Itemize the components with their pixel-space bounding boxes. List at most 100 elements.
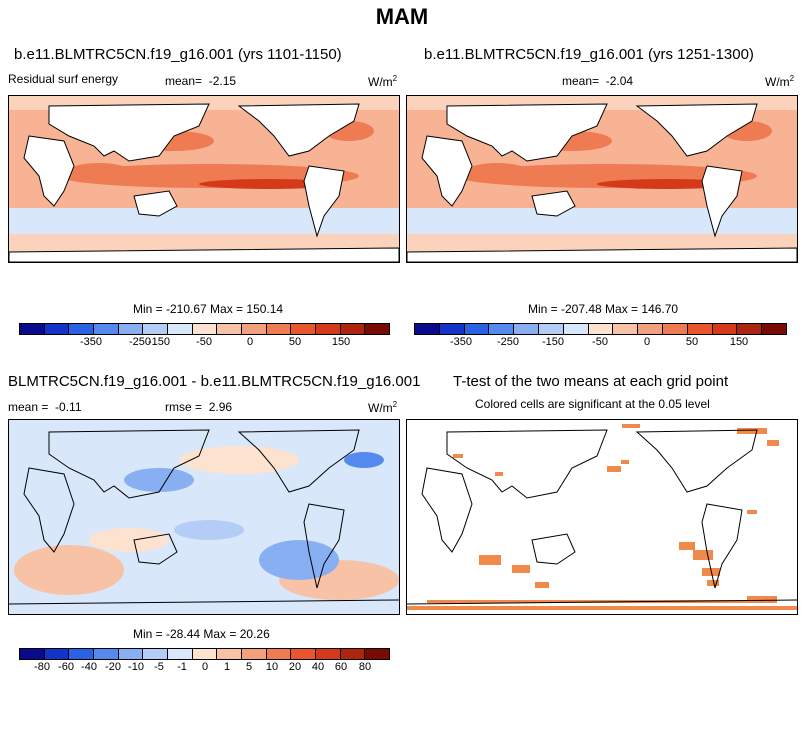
top-right-colorbar-labels: -350 -250 -150 -50 0 50 150 xyxy=(414,336,785,350)
significant-cell xyxy=(737,428,767,434)
colorbar-label: 0 xyxy=(201,661,209,673)
southern-ocean-band xyxy=(407,208,797,234)
significant-cell xyxy=(747,510,757,514)
continent-africa xyxy=(421,135,473,207)
colorbar-swatch xyxy=(340,324,366,334)
colorbar-swatch xyxy=(168,649,193,659)
colorbar-swatch xyxy=(266,649,292,659)
colorbar-swatch xyxy=(118,324,144,334)
colorbar-swatch xyxy=(217,324,243,334)
colorbar-swatch xyxy=(415,324,440,334)
colorbar-label: -50 xyxy=(196,336,212,348)
variable-label: Residual surf energy xyxy=(8,72,119,86)
colorbar-label: 10 xyxy=(265,661,279,673)
indian-ocean-max xyxy=(467,163,527,179)
colorbar-label: 5 xyxy=(245,661,253,673)
colorbar-swatch xyxy=(192,649,218,659)
colorbar-swatch xyxy=(69,649,95,659)
continent-north-america xyxy=(635,429,758,493)
continent-asia xyxy=(446,429,608,499)
colorbar-label: 150 xyxy=(331,336,351,348)
colorbar-label: -250 xyxy=(128,336,152,348)
colorbar-swatch xyxy=(143,649,169,659)
colorbar-label: -5 xyxy=(154,661,164,673)
significant-cell xyxy=(679,542,695,550)
top-left-minmax: Min = -210.67 Max = 150.14 xyxy=(133,302,284,316)
colorbar-label: -150 xyxy=(147,336,171,348)
colorbar-swatch xyxy=(439,324,465,334)
top-left-colorbar-labels: -350 -250 -150 -50 0 50 150 xyxy=(19,336,388,350)
colorbar-label: -40 xyxy=(81,661,97,673)
continent-antarctica xyxy=(9,599,399,605)
significant-cell xyxy=(747,596,777,600)
continent-south-america xyxy=(303,503,345,589)
continent-south-america xyxy=(701,165,743,238)
colorbar-swatch xyxy=(464,324,490,334)
top-left-units: W/m2 xyxy=(368,74,398,89)
colorbar-label: -10 xyxy=(128,661,144,673)
colorbar-label: -1 xyxy=(177,661,187,673)
diff-negative-region xyxy=(259,540,339,580)
colorbar-swatch xyxy=(94,324,119,334)
top-left-mean: mean= -2.15 xyxy=(165,74,237,88)
bottom-left-units: W/m2 xyxy=(368,400,398,415)
colorbar-label: -150 xyxy=(541,336,565,348)
top-left-colorbar xyxy=(19,323,390,335)
colorbar-swatch xyxy=(538,324,564,334)
top-left-panel-title: b.e11.BLMTRC5CN.f19_g16.001 (yrs 1101-11… xyxy=(14,46,342,63)
continent-north-america xyxy=(237,103,360,157)
significant-cell xyxy=(622,424,640,428)
colorbar-label: 150 xyxy=(729,336,749,348)
colorbar-swatch xyxy=(94,649,119,659)
colorbar-label: -350 xyxy=(449,336,473,348)
bottom-left-panel-title: BLMTRC5CN.f19_g16.001 - b.e11.BLMTRC5CN.… xyxy=(8,373,421,390)
indian-ocean-max xyxy=(69,163,129,179)
bottom-left-map xyxy=(8,419,400,615)
significant-cell xyxy=(767,440,779,446)
top-left-map xyxy=(8,95,400,263)
significant-cell xyxy=(495,472,503,476)
continent-australia xyxy=(133,533,178,565)
continent-australia xyxy=(133,190,178,217)
colorbar-swatch xyxy=(242,649,267,659)
significant-cell xyxy=(535,582,549,588)
bottom-right-panel-title: T-test of the two means at each grid poi… xyxy=(453,373,729,390)
colorbar-label: -250 xyxy=(496,336,520,348)
colorbar-swatch xyxy=(192,324,218,334)
colorbar-label: -20 xyxy=(105,661,121,673)
significant-cell xyxy=(479,555,501,565)
diff-negative-region xyxy=(124,468,194,492)
top-right-minmax: Min = -207.48 Max = 146.70 xyxy=(528,302,679,316)
southern-ocean-band xyxy=(9,208,399,234)
colorbar-swatch xyxy=(20,649,45,659)
colorbar-swatch xyxy=(291,324,317,334)
continent-north-america xyxy=(635,103,758,157)
colorbar-label: 40 xyxy=(311,661,325,673)
continent-asia xyxy=(446,103,608,162)
significant-cell xyxy=(512,565,530,573)
colorbar-label: 1 xyxy=(223,661,231,673)
colorbar-label: 0 xyxy=(643,336,651,348)
colorbar-swatch xyxy=(662,324,688,334)
colorbar-swatch xyxy=(118,649,144,659)
continent-asia xyxy=(48,103,210,162)
continent-australia xyxy=(531,533,576,565)
colorbar-label: 60 xyxy=(334,661,348,673)
colorbar-label: 0 xyxy=(246,336,254,348)
continent-australia xyxy=(531,190,576,217)
colorbar-swatch xyxy=(266,324,292,334)
diff-positive-region xyxy=(14,545,124,595)
colorbar-swatch xyxy=(563,324,589,334)
colorbar-label: 80 xyxy=(358,661,372,673)
continent-south-america xyxy=(701,503,743,589)
colorbar-label: -60 xyxy=(58,661,74,673)
colorbar-swatch xyxy=(143,324,169,334)
colorbar-swatch xyxy=(20,324,45,334)
diff-negative-region xyxy=(344,452,384,468)
significant-cell xyxy=(693,550,713,560)
top-right-mean: mean= -2.04 xyxy=(562,74,634,88)
colorbar-label: -50 xyxy=(592,336,608,348)
continent-africa xyxy=(23,135,75,207)
colorbar-swatch xyxy=(712,324,738,334)
colorbar-label: -80 xyxy=(34,661,50,673)
